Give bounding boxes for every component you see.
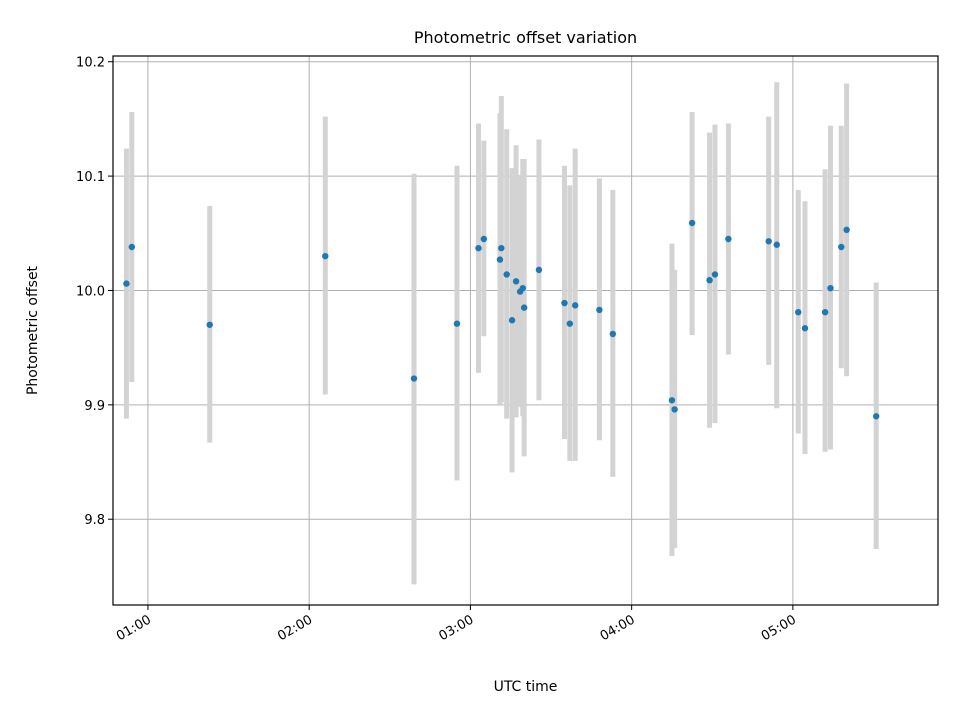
data-point <box>123 280 130 287</box>
x-tick-label: 04:00 <box>598 612 638 644</box>
data-point <box>572 302 579 309</box>
data-point <box>475 244 482 252</box>
y-axis-label: Photometric offset <box>25 265 41 395</box>
data-point <box>503 271 510 278</box>
data-point <box>566 320 574 327</box>
plot-frame <box>112 55 939 606</box>
data-point <box>872 413 880 420</box>
x-axis-label: UTC time <box>494 679 558 695</box>
data-point <box>561 299 568 307</box>
data-point <box>535 266 543 274</box>
x-tick-label: 03:00 <box>436 612 476 644</box>
data-point <box>773 241 780 248</box>
y-tick-label: 10.0 <box>76 284 105 299</box>
x-tick-label: 02:00 <box>275 612 315 644</box>
data-point <box>322 252 329 260</box>
chart-title: Photometric offset variation <box>414 28 637 47</box>
data-point <box>498 244 505 252</box>
data-point <box>838 243 845 251</box>
y-tick-label: 9.8 <box>84 513 105 528</box>
error-bars <box>123 82 879 585</box>
data-point <box>520 304 528 311</box>
data-point <box>508 317 516 324</box>
x-tick-label: 01:00 <box>114 612 154 644</box>
x-tick-label: 05:00 <box>759 612 799 644</box>
data-point <box>596 306 603 314</box>
data-point <box>671 406 678 413</box>
y-tick-label: 10.2 <box>76 56 105 71</box>
data-point <box>609 330 617 338</box>
data-point <box>128 243 136 251</box>
data-point <box>410 375 418 382</box>
data-point <box>688 219 696 227</box>
data-point <box>821 309 829 316</box>
data-point <box>795 309 802 316</box>
data-point <box>843 226 850 234</box>
data-point <box>519 284 527 292</box>
data-point <box>765 238 772 245</box>
data-point <box>827 284 834 292</box>
data-point <box>480 235 488 243</box>
data-point <box>496 256 504 263</box>
data-point <box>725 235 732 243</box>
data-points <box>123 219 880 420</box>
y-tick-label: 10.1 <box>76 170 105 185</box>
data-point <box>512 278 520 285</box>
data-point <box>801 325 809 332</box>
data-point <box>206 321 213 328</box>
data-point <box>668 397 676 404</box>
data-point <box>711 271 719 278</box>
x-axis-ticks: 01:00 02:00 03:00 04:00 05:00 <box>114 605 799 644</box>
y-tick-label: 9.9 <box>84 399 105 414</box>
y-axis-ticks: 9.8 9.9 10.0 10.1 10.2 <box>76 56 113 528</box>
data-point <box>706 276 713 284</box>
data-point <box>453 320 461 327</box>
